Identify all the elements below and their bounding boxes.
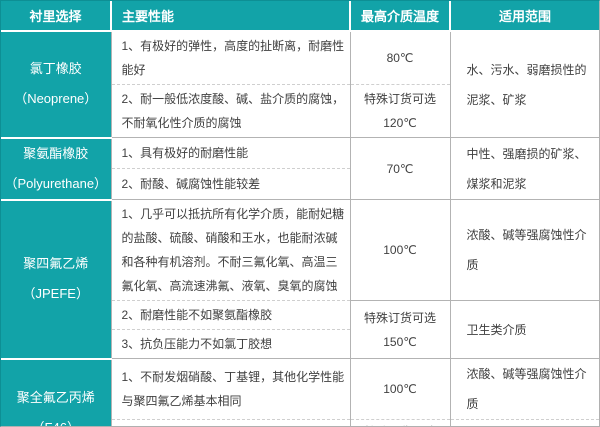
temp-cell: 特殊订货可选 150℃ — [349, 419, 450, 426]
temp-cell: 100℃ — [349, 199, 450, 301]
temp-value: 120℃ — [383, 116, 417, 130]
range-cell: 浓酸、碱等强腐蚀性介质 — [449, 358, 599, 420]
range-cell: 水、污水、弱磨损性的泥浆、矿浆 — [449, 30, 599, 138]
header-col-range: 适用范围 — [449, 1, 599, 32]
material-cell-f46: 聚全氟乙丙烯 （F46） — [1, 357, 112, 426]
table-row: 3、抗负压能力不如氯丁胶想 — [1, 329, 599, 359]
performance-cell: 1、具有极好的耐磨性能 — [110, 137, 350, 169]
range-cell: 卫生类介质 — [449, 300, 599, 359]
material-name: 聚四氟乙烯 — [23, 256, 89, 271]
header-col-performance: 主要性能 — [110, 1, 351, 32]
material-cell-jpefe: 聚四氟乙烯 （JPEFE） — [1, 198, 112, 360]
performance-cell: 2、耐酸、碱腐蚀性能较差 — [110, 168, 350, 200]
performance-cell: 3、抗负压能力不如氯丁胶想 — [110, 329, 350, 359]
material-cell-polyurethane: 聚氨酯橡胶 （Polyurethane） — [1, 136, 112, 201]
temp-value: 80℃ — [386, 51, 414, 65]
material-name-en: （F46） — [1, 413, 111, 426]
table-row: 2、耐一般低浓度酸、碱、盐介质的腐蚀，不耐氧化性介质的腐蚀 特殊订货可选 120… — [1, 84, 599, 138]
temp-value: 100℃ — [383, 243, 417, 257]
temp-note: 特殊订货可选 — [363, 310, 436, 325]
material-name: 氯丁橡胶 — [29, 61, 82, 77]
temp-cell: 80℃ — [349, 30, 450, 85]
table-row: 氯丁橡胶 （Neoprene） 1、有极好的弹性，高度的扯断离，耐磨性能好 80… — [1, 30, 599, 139]
temp-cell: 100℃ — [349, 358, 450, 420]
temp-cell: 特殊订货可选 150℃ — [349, 300, 450, 359]
performance-cell: 2、耐磨性能不如聚氨酯橡胶 — [110, 300, 350, 330]
table-row: 聚氨酯橡胶 （Polyurethane） 1、具有极好的耐磨性能 70℃ 中性、… — [1, 136, 599, 201]
temp-cell: 特殊订货可选 120℃ — [349, 84, 450, 138]
temp-note: 特殊订货可选 — [363, 92, 436, 106]
material-name-en: （Polyurethane） — [4, 175, 108, 191]
temp-cell: 70℃ — [349, 137, 450, 200]
temp-note: 特殊订货可选 — [351, 420, 450, 426]
header-col-max-temp: 最高介质温度 — [349, 1, 451, 32]
header-col-lining: 衬里选择 — [1, 1, 112, 32]
material-name-en: （JPEFE） — [22, 286, 89, 301]
range-cell: 中性、强磨损的矿浆、煤浆和泥浆 — [449, 137, 599, 200]
temp-value: 150℃ — [383, 334, 417, 349]
performance-cell: 2、耐一般低浓度酸、碱、盐介质的腐蚀，不耐氧化性介质的腐蚀 — [110, 84, 350, 138]
range-cell: 卫生类介质 — [449, 419, 599, 426]
material-cell-neoprene: 氯丁橡胶 （Neoprene） — [1, 30, 112, 139]
material-name: 聚全氟乙丙烯 — [16, 390, 95, 406]
table-row: 2、抗负压能力高于聚四氟乙烯 特殊订货可选 150℃ 卫生类介质 — [1, 419, 599, 426]
range-cell: 浓酸、碱等强腐蚀性介质 — [449, 199, 599, 301]
temp-value: 100℃ — [383, 382, 417, 396]
performance-cell: 1、有极好的弹性，高度的扯断离，耐磨性能好 — [110, 30, 350, 85]
table-row: 2、耐磨性能不如聚氨酯橡胶 特殊订货可选 150℃ 卫生类介质 — [1, 300, 599, 359]
table-row: 2、耐酸、碱腐蚀性能较差 — [1, 168, 599, 200]
performance-cell: 1、几乎可以抵抗所有化学介质，能耐妃糖的盐酸、硫酸、硝酸和王水，也能耐浓碱和各种… — [110, 199, 350, 301]
performance-cell: 1、不耐发烟硝酸、丁基锂，其他化学性能与聚四氟乙烯基本相同 — [110, 358, 350, 420]
table-row: 聚四氟乙烯 （JPEFE） 1、几乎可以抵抗所有化学介质，能耐妃糖的盐酸、硫酸、… — [1, 198, 599, 360]
performance-cell: 2、抗负压能力高于聚四氟乙烯 — [110, 419, 350, 426]
material-name: 聚氨酯橡胶 — [23, 145, 89, 161]
table-row: 聚全氟乙丙烯 （F46） 1、不耐发烟硝酸、丁基锂，其他化学性能与聚四氟乙烯基本… — [1, 357, 599, 426]
header-row: 衬里选择 主要性能 最高介质温度 适用范围 — [1, 1, 599, 32]
material-name-en: （Neoprene） — [14, 91, 98, 107]
temp-value: 70℃ — [386, 161, 414, 176]
